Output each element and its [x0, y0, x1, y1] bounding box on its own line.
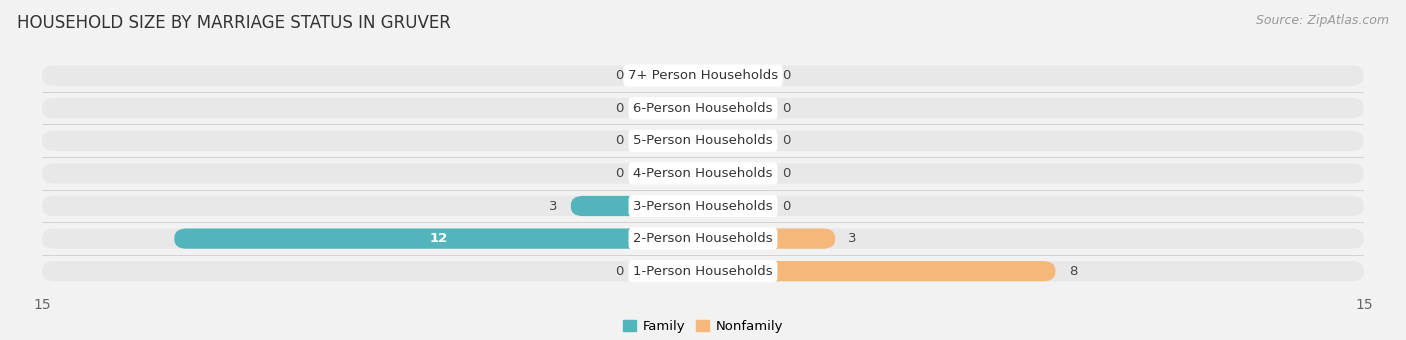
Text: 2-Person Households: 2-Person Households — [633, 232, 773, 245]
Text: 0: 0 — [616, 134, 624, 147]
Text: 5-Person Households: 5-Person Households — [633, 134, 773, 147]
FancyBboxPatch shape — [637, 98, 703, 118]
FancyBboxPatch shape — [174, 228, 703, 249]
FancyBboxPatch shape — [571, 196, 703, 216]
Text: 4-Person Households: 4-Person Households — [633, 167, 773, 180]
FancyBboxPatch shape — [42, 131, 1364, 151]
FancyBboxPatch shape — [637, 131, 703, 151]
Legend: Family, Nonfamily: Family, Nonfamily — [617, 314, 789, 338]
Text: HOUSEHOLD SIZE BY MARRIAGE STATUS IN GRUVER: HOUSEHOLD SIZE BY MARRIAGE STATUS IN GRU… — [17, 14, 451, 32]
FancyBboxPatch shape — [703, 66, 769, 86]
FancyBboxPatch shape — [42, 261, 1364, 281]
FancyBboxPatch shape — [42, 163, 1364, 184]
Text: 7+ Person Households: 7+ Person Households — [628, 69, 778, 82]
FancyBboxPatch shape — [637, 66, 703, 86]
FancyBboxPatch shape — [703, 163, 769, 184]
FancyBboxPatch shape — [703, 228, 835, 249]
FancyBboxPatch shape — [42, 66, 1364, 86]
Text: 3: 3 — [550, 200, 558, 212]
Text: 6-Person Households: 6-Person Households — [633, 102, 773, 115]
FancyBboxPatch shape — [637, 163, 703, 184]
Text: 0: 0 — [616, 167, 624, 180]
FancyBboxPatch shape — [637, 261, 703, 281]
Text: 0: 0 — [782, 134, 790, 147]
Text: 12: 12 — [430, 232, 447, 245]
FancyBboxPatch shape — [703, 98, 769, 118]
FancyBboxPatch shape — [703, 261, 1056, 281]
Text: 0: 0 — [616, 265, 624, 278]
FancyBboxPatch shape — [42, 98, 1364, 118]
FancyBboxPatch shape — [42, 228, 1364, 249]
Text: Source: ZipAtlas.com: Source: ZipAtlas.com — [1256, 14, 1389, 27]
Text: 1-Person Households: 1-Person Households — [633, 265, 773, 278]
Text: 3-Person Households: 3-Person Households — [633, 200, 773, 212]
FancyBboxPatch shape — [703, 196, 769, 216]
Text: 0: 0 — [782, 167, 790, 180]
Text: 3: 3 — [848, 232, 856, 245]
Text: 0: 0 — [616, 102, 624, 115]
Text: 0: 0 — [782, 69, 790, 82]
Text: 8: 8 — [1069, 265, 1077, 278]
Text: 0: 0 — [782, 200, 790, 212]
FancyBboxPatch shape — [703, 131, 769, 151]
FancyBboxPatch shape — [42, 196, 1364, 216]
Text: 0: 0 — [782, 102, 790, 115]
Text: 0: 0 — [616, 69, 624, 82]
